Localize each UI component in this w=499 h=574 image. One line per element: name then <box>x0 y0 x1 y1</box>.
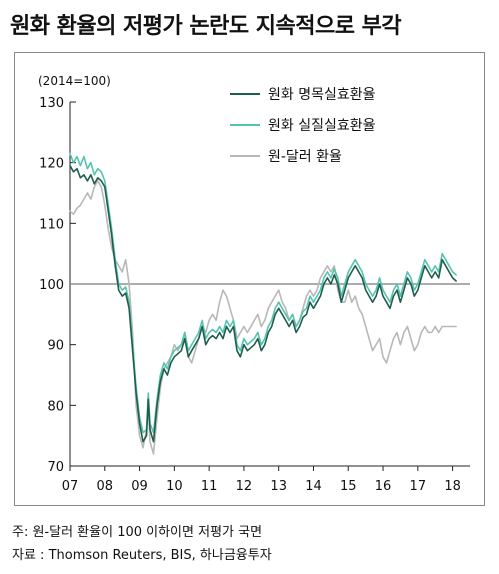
chart-axes: 70 80 90 100 110 120 130 07 08 09 10 11 12 13 14 15 16 17… <box>39 96 470 494</box>
series-line-usd <box>69 180 457 455</box>
y-tick-label: 120 <box>39 157 64 172</box>
x-tick-label: 17 <box>410 479 427 494</box>
x-tick-label: 16 <box>375 479 392 494</box>
y-tick-label: 90 <box>47 339 64 354</box>
x-tick-label: 08 <box>97 479 114 494</box>
x-tick-label: 12 <box>236 479 253 494</box>
x-tick-label: 10 <box>166 479 183 494</box>
chart-frame <box>14 52 485 506</box>
chart-title: 원화 환율의 저평가 논란도 지속적으로 부각 <box>10 14 402 39</box>
x-tick-label: 11 <box>201 479 218 494</box>
y-tick-label: 110 <box>39 217 64 232</box>
x-tick-label: 07 <box>62 479 79 494</box>
y-tick-label: 100 <box>39 278 64 293</box>
x-tick-label: 09 <box>131 479 148 494</box>
legend-label-real: 원화 실질실효환율 <box>268 118 376 134</box>
legend-label-nominal: 원화 명목실효환율 <box>268 87 376 103</box>
series-line-nominal <box>69 164 457 443</box>
legend-label-usd: 원-달러 환율 <box>268 149 342 165</box>
source-note: 자료 : Thomson Reuters, BIS, 하나금융투자 <box>12 548 272 563</box>
unit-label: (2014=100) <box>38 74 111 88</box>
x-tick-label: 15 <box>340 479 357 494</box>
x-tick-label: 18 <box>444 479 461 494</box>
x-tick-label: 14 <box>305 479 322 494</box>
y-tick-label: 130 <box>39 96 64 111</box>
y-tick-label: 70 <box>47 460 64 475</box>
chart-series <box>69 152 457 455</box>
y-tick-label: 80 <box>47 399 64 414</box>
footnote: 주: 원-달러 환율이 100 이하이면 저평가 국면 <box>12 525 263 540</box>
x-tick-label: 13 <box>270 479 287 494</box>
